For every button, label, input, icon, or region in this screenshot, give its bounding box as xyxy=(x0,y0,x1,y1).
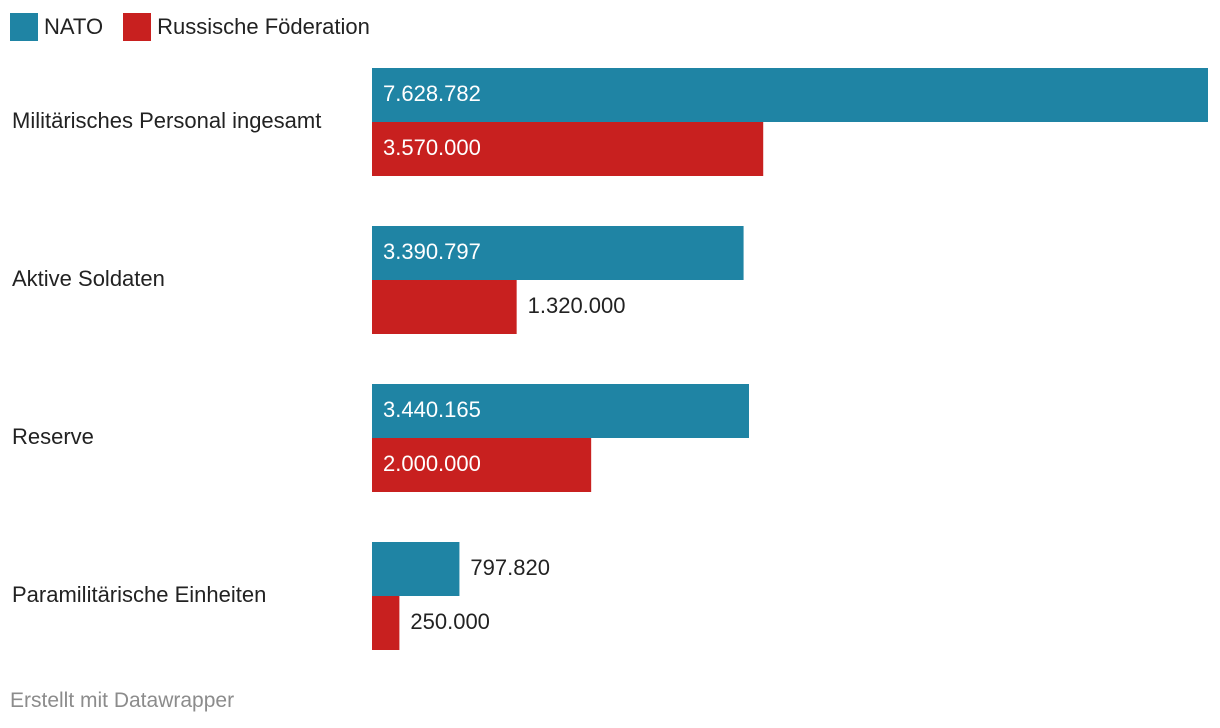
legend-item-russia: Russische Föderation xyxy=(123,13,370,41)
bar xyxy=(372,438,592,492)
bar-value-label: 3.390.797 xyxy=(383,239,481,264)
bar xyxy=(372,122,764,176)
legend-swatch-nato xyxy=(10,13,38,41)
bar-value-label: 250.000 xyxy=(410,609,490,634)
category-label: Militärisches Personal ingesamt xyxy=(12,108,321,133)
chart-legend: NATO Russische Föderation xyxy=(10,12,390,42)
bar xyxy=(372,68,1208,122)
bar xyxy=(372,596,400,650)
bar xyxy=(372,226,744,280)
bar-value-label: 797.820 xyxy=(470,555,550,580)
category-label: Aktive Soldaten xyxy=(12,266,165,291)
bar-value-label: 3.440.165 xyxy=(383,397,481,422)
bar-value-label: 1.320.000 xyxy=(528,293,626,318)
bar xyxy=(372,384,749,438)
legend-swatch-russia xyxy=(123,13,152,41)
category-label: Paramilitärische Einheiten xyxy=(12,582,266,607)
bar xyxy=(372,280,517,334)
legend-label-nato: NATO xyxy=(44,14,104,39)
footer-credit: Erstellt mit Datawrapper xyxy=(10,689,235,712)
legend-item-nato: NATO xyxy=(10,13,103,41)
bar-value-label: 3.570.000 xyxy=(383,135,481,160)
category-label: Reserve xyxy=(12,424,94,449)
bar xyxy=(372,542,460,596)
legend-label-russia: Russische Föderation xyxy=(157,14,370,39)
bar-value-label: 7.628.782 xyxy=(383,81,481,106)
bar-chart: Militärisches Personal ingesamt 7.628.782… xyxy=(12,68,1208,650)
bar-value-label: 2.000.000 xyxy=(383,451,481,476)
